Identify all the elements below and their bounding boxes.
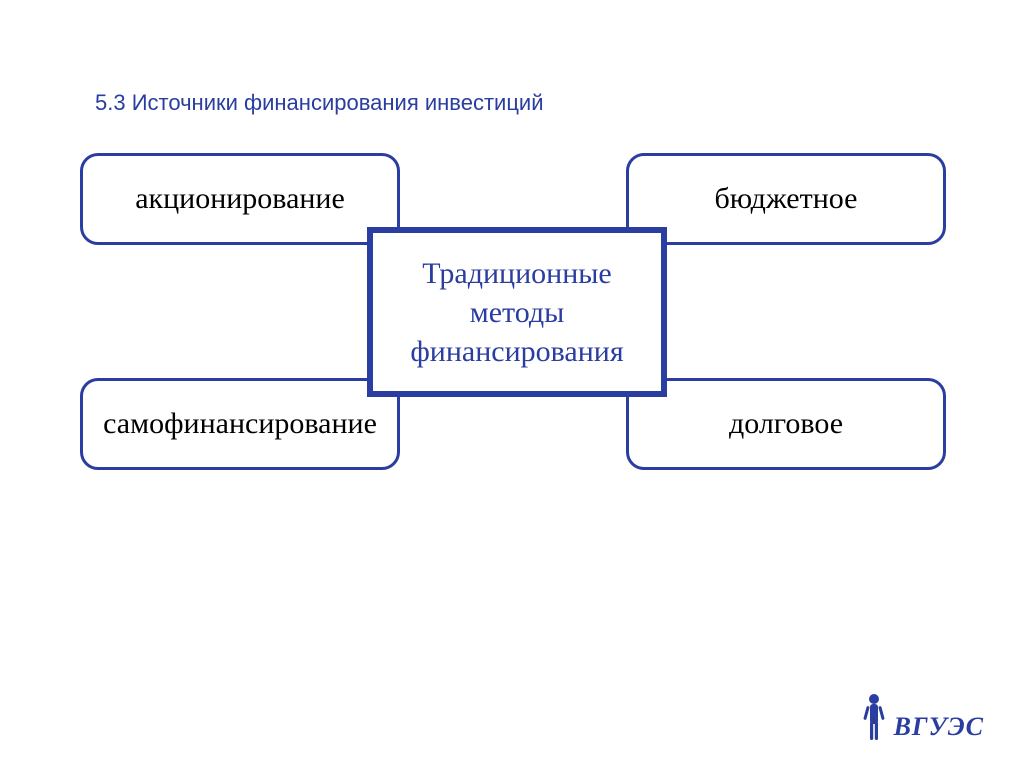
node-top-right: бюджетное xyxy=(626,153,946,245)
node-bottom-right: долговое xyxy=(626,378,946,470)
node-label: самофинансирование xyxy=(103,407,377,441)
node-label: акционирование xyxy=(135,182,345,216)
node-label: долговое xyxy=(729,407,843,441)
footer-logo: ВГУЭС xyxy=(860,692,984,742)
logo-text: ВГУЭС xyxy=(894,712,984,742)
node-label: бюджетное xyxy=(715,182,858,216)
node-center: Традиционныеметодыфинансирования xyxy=(367,227,667,397)
node-bottom-left: самофинансирование xyxy=(80,378,400,470)
node-top-left: акционирование xyxy=(80,153,400,245)
center-label: Традиционныеметодыфинансирования xyxy=(410,254,623,371)
slide-title: 5.3 Источники финансирования инвестиций xyxy=(95,90,544,116)
logo-figure-icon xyxy=(860,692,888,742)
diagram-container: акционирование бюджетное самофинансирова… xyxy=(70,150,950,550)
